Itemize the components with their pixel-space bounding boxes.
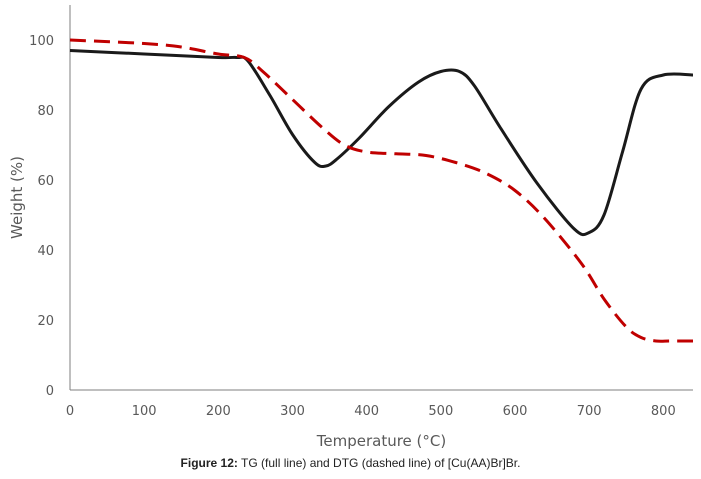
x-tick-label: 100 bbox=[132, 404, 157, 419]
x-tick-label: 200 bbox=[206, 404, 231, 419]
chart: 0 100 200 300 400 500 600 700 800 0 20 40 60 80 100 Te… bbox=[8, 5, 694, 450]
y-tick-label: 60 bbox=[37, 174, 54, 189]
x-tick-label: 800 bbox=[651, 404, 676, 419]
x-tick-label: 0 bbox=[66, 404, 74, 419]
figure-caption: Figure 12: TG (full line) and DTG (dashe… bbox=[0, 456, 701, 470]
x-tick-label: 300 bbox=[280, 404, 305, 419]
figure-caption-label: Figure 12: bbox=[180, 456, 238, 470]
chart-tick-labels: 0 100 200 300 400 500 600 700 800 0 20 40 60 80 100 bbox=[29, 34, 676, 419]
dtg-series-line bbox=[69, 38, 693, 343]
chart-series bbox=[69, 38, 694, 343]
x-tick-label: 700 bbox=[577, 404, 602, 419]
x-axis-title: Temperature (°C) bbox=[316, 432, 446, 450]
x-tick-label: 600 bbox=[503, 404, 528, 419]
y-tick-label: 80 bbox=[37, 104, 54, 119]
tg-series-line bbox=[69, 49, 694, 237]
y-axis-title: Weight (%) bbox=[8, 156, 26, 239]
figure-caption-text: TG (full line) and DTG (dashed line) of … bbox=[237, 456, 521, 470]
x-tick-label: 500 bbox=[428, 404, 453, 419]
x-tick-label: 400 bbox=[354, 404, 379, 419]
y-tick-label: 100 bbox=[29, 34, 54, 49]
y-tick-label: 0 bbox=[46, 384, 54, 399]
y-tick-label: 40 bbox=[37, 244, 54, 259]
chart-axes bbox=[69, 5, 693, 391]
y-tick-label: 20 bbox=[37, 314, 54, 329]
